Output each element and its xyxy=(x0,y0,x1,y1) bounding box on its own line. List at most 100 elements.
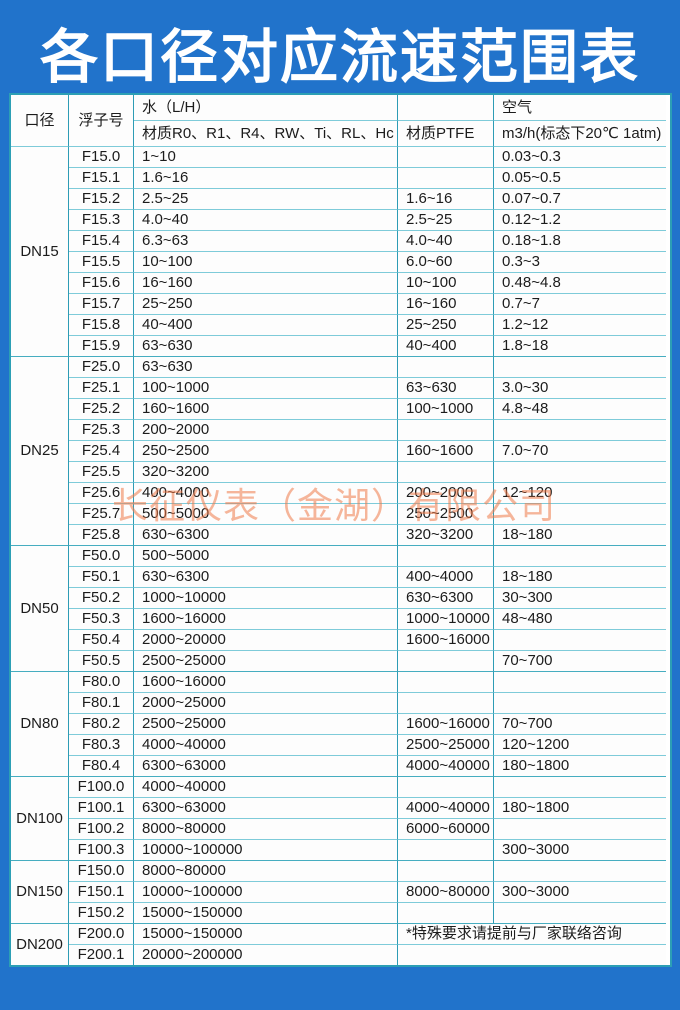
table-row: F50.4 2000~20000 1600~16000 xyxy=(11,630,666,651)
cell-air xyxy=(494,420,666,441)
cell-water: 160~1600 xyxy=(134,399,398,420)
cell-water: 630~6300 xyxy=(134,567,398,588)
cell-ptfe: 4.0~40 xyxy=(398,231,494,252)
table-row: DN25 F25.0 63~630 xyxy=(11,357,666,546)
cell-float: F50.5 xyxy=(69,651,134,672)
cell-air: 0.03~0.3 xyxy=(494,147,666,168)
cell-air: 3.0~30 xyxy=(494,378,666,399)
cell-air xyxy=(494,546,666,567)
cell-water: 16~160 xyxy=(134,273,398,294)
cell-float: F50.0 xyxy=(69,546,134,567)
cell-float: F50.1 xyxy=(69,567,134,588)
cell-air xyxy=(494,672,666,693)
table-body: DN15 F15.0 1~10 0.03~0.3 F15.1 1.6~16 0.05~0.5… xyxy=(11,147,666,965)
cell-water: 1~10 xyxy=(134,147,398,168)
cell-ptfe xyxy=(398,903,494,924)
table-row: DN150 F150.0 8000~80000 xyxy=(11,861,666,924)
cell-diameter: DN150 xyxy=(11,861,69,924)
cell-air xyxy=(494,630,666,651)
cell-water: 6300~63000 xyxy=(134,756,398,777)
table-row: F80.1 2000~25000 xyxy=(11,693,666,714)
cell-air: 1.8~18 xyxy=(494,336,666,357)
table-row: F25.1 100~1000 63~630 3.0~30 xyxy=(11,378,666,399)
cell-air xyxy=(494,693,666,714)
cell-water: 8000~80000 xyxy=(134,861,398,882)
cell-ptfe: 8000~80000 xyxy=(398,882,494,903)
cell-float: F150.1 xyxy=(69,882,134,903)
cell-ptfe: 250~2500 xyxy=(398,504,494,525)
cell-diameter: DN50 xyxy=(11,546,69,672)
cell-ptfe: 63~630 xyxy=(398,378,494,399)
table-row: F25.8 630~6300 320~3200 18~180 xyxy=(11,525,666,546)
cell-water: 10~100 xyxy=(134,252,398,273)
cell-air: 180~1800 xyxy=(494,798,666,819)
cell-float: F15.4 xyxy=(69,231,134,252)
cell-float: F15.1 xyxy=(69,168,134,189)
cell-ptfe: 2500~25000 xyxy=(398,735,494,756)
cell-air: 1.2~12 xyxy=(494,315,666,336)
cell-ptfe: 4000~40000 xyxy=(398,756,494,777)
cell-water: 2000~25000 xyxy=(134,693,398,714)
cell-float: F25.2 xyxy=(69,399,134,420)
cell-ptfe xyxy=(398,462,494,483)
table-row: F25.4 250~2500 160~1600 7.0~70 xyxy=(11,441,666,462)
cell-water: 1.6~16 xyxy=(134,168,398,189)
cell-float: F25.1 xyxy=(69,378,134,399)
table-row: F25.2 160~1600 100~1000 4.8~48 xyxy=(11,399,666,420)
header-cell-water-spacer xyxy=(398,95,494,121)
table-row: F15.8 40~400 25~250 1.2~12 xyxy=(11,315,666,336)
cell-water: 15000~150000 xyxy=(134,903,398,924)
cell-air xyxy=(494,903,666,924)
cell-air: 300~3000 xyxy=(494,840,666,861)
cell-float: F50.4 xyxy=(69,630,134,651)
cell-float: F15.8 xyxy=(69,315,134,336)
cell-float: F15.9 xyxy=(69,336,134,357)
cell-ptfe xyxy=(398,777,494,798)
cell-float: F100.2 xyxy=(69,819,134,840)
table-row: F100.2 8000~80000 6000~60000 xyxy=(11,819,666,840)
cell-water: 10000~100000 xyxy=(134,882,398,903)
flow-table: 口径 浮子号 水（L/H） 空气 材质R0、R1、R4、RW、Ti、RL、Hc … xyxy=(11,95,666,965)
cell-air xyxy=(494,504,666,525)
page-title: 各口径对应流速范围表 xyxy=(39,25,640,90)
cell-air: 0.12~1.2 xyxy=(494,210,666,231)
cell-ptfe: 160~1600 xyxy=(398,441,494,462)
cell-water: 500~5000 xyxy=(134,546,398,567)
table-row: F50.1 630~6300 400~4000 18~180 xyxy=(11,567,666,588)
cell-ptfe xyxy=(398,840,494,861)
cell-air: 300~3000 xyxy=(494,882,666,903)
cell-air xyxy=(494,861,666,882)
header-cell-diameter: 口径 xyxy=(11,95,69,147)
cell-float: F25.3 xyxy=(69,420,134,441)
cell-air: 70~700 xyxy=(494,651,666,672)
cell-float: F80.3 xyxy=(69,735,134,756)
cell-air xyxy=(494,462,666,483)
cell-float: F15.7 xyxy=(69,294,134,315)
cell-float: F100.3 xyxy=(69,840,134,861)
cell-ptfe: 6000~60000 xyxy=(398,819,494,840)
header-cell-water: 水（L/H） xyxy=(134,95,398,121)
table-row: F15.5 10~100 6.0~60 0.3~3 xyxy=(11,252,666,273)
cell-float: F50.2 xyxy=(69,588,134,609)
table-row: F150.2 15000~150000 xyxy=(11,903,666,924)
cell-water: 200~2000 xyxy=(134,420,398,441)
cell-water: 630~6300 xyxy=(134,525,398,546)
cell-water: 6300~63000 xyxy=(134,798,398,819)
cell-float: F80.0 xyxy=(69,672,134,693)
cell-float: F80.4 xyxy=(69,756,134,777)
table-row: F80.4 6300~63000 4000~40000 180~1800 xyxy=(11,756,666,777)
cell-water: 250~2500 xyxy=(134,441,398,462)
cell-air: 12~120 xyxy=(494,483,666,504)
cell-ptfe xyxy=(398,420,494,441)
cell-air: 70~700 xyxy=(494,714,666,735)
cell-ptfe: 16~160 xyxy=(398,294,494,315)
cell-ptfe: 320~3200 xyxy=(398,525,494,546)
cell-ptfe xyxy=(398,861,494,882)
header-cell-water-materials: 材质R0、R1、R4、RW、Ti、RL、Hc xyxy=(134,121,398,147)
cell-float: F100.1 xyxy=(69,798,134,819)
cell-air: 0.07~0.7 xyxy=(494,189,666,210)
cell-air: 0.18~1.8 xyxy=(494,231,666,252)
table-row: DN100 F100.0 4000~40000 xyxy=(11,777,666,861)
cell-ptfe xyxy=(398,651,494,672)
cell-water: 2000~20000 xyxy=(134,630,398,651)
